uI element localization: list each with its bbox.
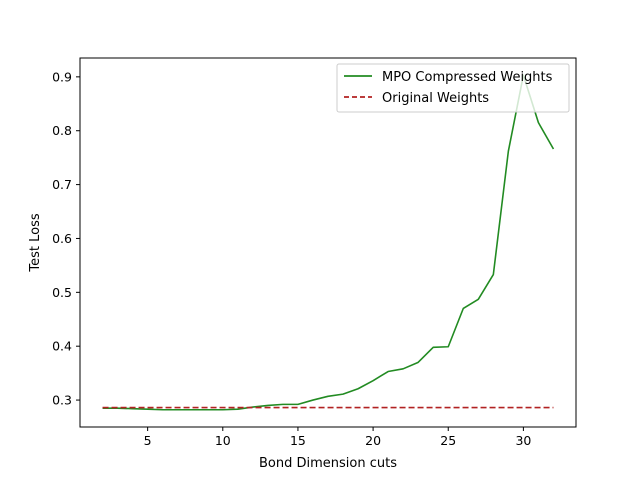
y-tick-label: 0.9 xyxy=(52,69,72,84)
x-axis-ticks: 5 10 15 20 25 30 xyxy=(144,427,531,448)
x-tick-label: 30 xyxy=(515,433,531,448)
y-tick-label: 0.5 xyxy=(52,285,72,300)
x-tick-label: 5 xyxy=(144,433,152,448)
legend-label-original: Original Weights xyxy=(382,91,489,106)
legend: MPO Compressed Weights Original Weights xyxy=(336,63,570,113)
series-layer xyxy=(102,74,555,411)
x-tick-label: 15 xyxy=(290,433,306,448)
x-tick-label: 20 xyxy=(365,433,381,448)
y-axis-ticks: 0.3 0.4 0.5 0.6 0.7 0.8 0.9 xyxy=(52,69,80,408)
y-tick-label: 0.7 xyxy=(52,177,72,192)
y-tick-label: 0.3 xyxy=(52,393,72,408)
y-tick-label: 0.6 xyxy=(52,231,72,246)
y-tick-label: 0.8 xyxy=(52,123,72,138)
y-tick-label: 0.4 xyxy=(52,339,72,354)
legend-box xyxy=(336,63,570,113)
x-axis-label: Bond Dimension cuts xyxy=(259,456,397,471)
x-tick-label: 10 xyxy=(215,433,231,448)
y-axis-label: Test Loss xyxy=(28,213,43,272)
x-tick-label: 25 xyxy=(440,433,456,448)
legend-label-mpo-compressed: MPO Compressed Weights xyxy=(382,70,553,85)
series-line-0 xyxy=(102,74,555,411)
plot-frame xyxy=(79,57,577,428)
